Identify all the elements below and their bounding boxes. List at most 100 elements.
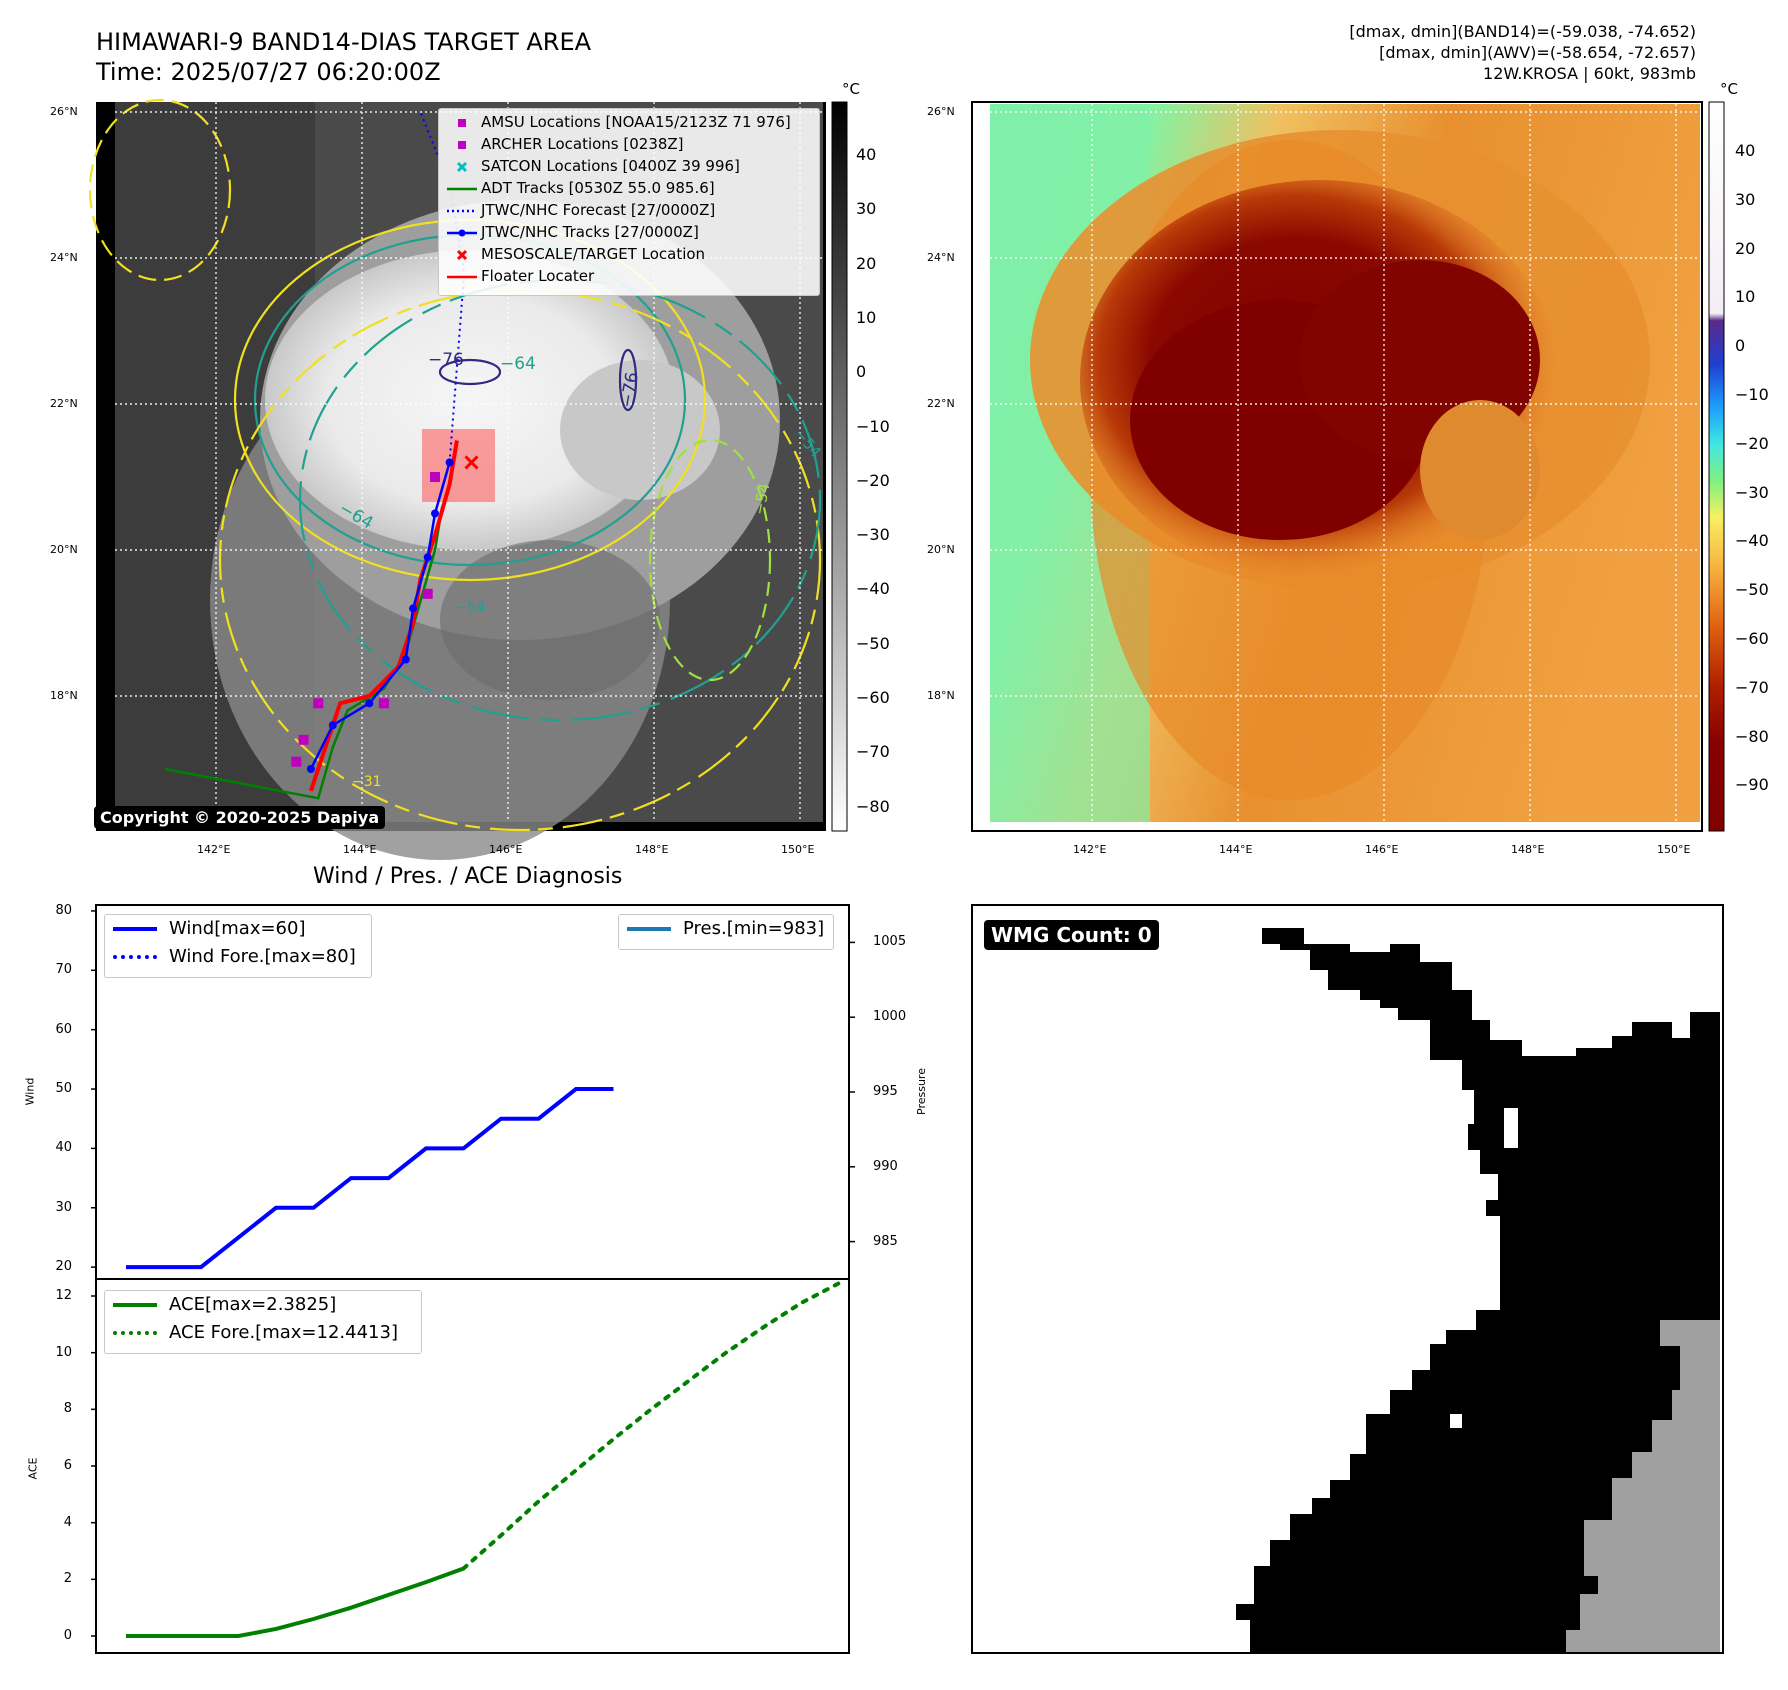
contour-label: −76 [616,370,643,410]
awv-colorbar-tick: −70 [1735,677,1769,697]
ir-colorbar-tick: −70 [856,742,890,762]
legend-item-adt: ADT Tracks [0530Z 55.0 985.6] [447,177,715,199]
legend-item-archer: ARCHER Locations [0238Z] [447,133,684,155]
wmg-count-badge: WMG Count: 0 [984,920,1159,950]
wmg-gray-mask [1566,1320,1720,1652]
wind-ytick: 40 [55,1140,72,1156]
amsu-location-point [313,698,324,709]
ir-map-legend: AMSU Locations [NOAA15/2123Z 71 976] ARC… [438,108,820,296]
ir-colorbar-tick: −80 [856,796,890,816]
awv-colorbar-tick: 10 [1735,287,1756,307]
awv-lat-label-22: 22°N [927,397,955,410]
awv-colorbar-tick: −10 [1735,385,1769,404]
figure-title-line2: Time: 2025/07/27 06:20:00Z [96,58,441,86]
ir-lat-label-24: 24°N [50,251,78,264]
awv-colorbar-unit: °C [1720,80,1738,98]
dmax-awv-text: [dmax, dmin](AWV)=(-58.654, -72.657) [1379,43,1696,62]
diagnosis-title: Wind / Pres. / ACE Diagnosis [313,864,623,889]
awv-lon-label-142: 142°E [1073,843,1107,856]
contour-label: −76 [428,350,464,370]
legend-marker [458,140,466,149]
wind-ytick: 60 [55,1021,72,1037]
series-line [126,1087,614,1270]
legend-item-target: MESOSCALE/TARGET Location [447,243,705,265]
target-box [422,429,495,502]
legend-marker [447,209,477,212]
legend-item-floater: Floater Locater [447,265,594,287]
ir-colorbar-tick: −40 [856,579,890,599]
ace-ytick: 4 [63,1514,72,1530]
dmax-band14-text: [dmax, dmin](BAND14)=(-59.038, -74.652) [1349,22,1696,41]
wind-ytick: 30 [55,1199,72,1215]
awv-colorbar-tick: −80 [1735,726,1769,746]
pressure-ytick: 1000 [873,1009,907,1025]
ir-lat-label-26: 26°N [50,105,78,118]
awv-colorbar-tick: −50 [1735,580,1769,600]
ace-ytick: 8 [63,1401,72,1417]
ir-lat-label-20: 20°N [50,543,78,556]
jtwc-track-line [309,462,451,770]
contour-label: −54 [750,481,774,517]
awv-colorbar-tick: −60 [1735,629,1769,648]
ir-lon-label-144: 144°E [343,843,377,856]
jtwc-track-point [445,458,454,467]
wind-ytick: 20 [55,1259,72,1275]
ir-lat-label-18: 18°N [50,689,78,702]
legend-item-satcon: SATCON Locations [0400Z 39 996] [447,155,740,177]
ir-colorbar-tick: −10 [856,416,890,436]
ir-colorbar-tick: −20 [856,470,890,490]
awv-lat-label-26: 26°N [927,105,955,118]
ir-colorbar-tick: −50 [856,633,890,653]
pressure-ytick: 985 [873,1233,898,1249]
legend-item-pressure: Pres.[min=983] [627,918,824,940]
adt-track-line [164,505,444,800]
awv-lon-label-146: 146°E [1365,843,1399,856]
ir-colorbar-tick: 40 [856,145,877,164]
awv-colorbar-tick: −30 [1735,482,1769,502]
awv-lon-label-144: 144°E [1219,843,1253,856]
awv-lat-label-18: 18°N [927,689,955,702]
pressure-ylabel: Pressure [914,1068,928,1115]
legend-marker [447,187,477,190]
ir-colorbar-tick: 0 [856,362,867,382]
jtwc-track-point [365,699,374,708]
ir-lat-label-22: 22°N [50,397,78,410]
ace-ytick: 2 [63,1571,72,1587]
pressure-ytick: 995 [873,1084,898,1099]
awv-lon-label-148: 148°E [1511,843,1545,856]
jtwc-track-point [423,553,432,562]
amsu-location-point [430,472,440,482]
ace-legend: ACE[max=2.3825] ACE Fore.[max=12.4413] [104,1290,422,1354]
legend-marker [456,249,468,260]
contour-label: −64 [335,498,377,534]
awv-colorbar-tick: −40 [1735,531,1769,551]
target-location-marker [464,455,479,470]
legend-item-jtwc-forecast: JTWC/NHC Forecast [27/0000Z] [447,199,715,221]
awv-lon-label-150: 150°E [1657,843,1691,856]
series-line [461,1281,841,1571]
awv-colorbar-tick: −20 [1735,433,1769,453]
series-line [126,1566,465,1638]
ir-colorbar-tick: 20 [856,253,877,273]
amsu-location-point [291,756,302,767]
amsu-location-point [298,734,309,745]
jtwc-track-point [409,604,418,613]
copyright-badge: Copyright © 2020-2025 Dapiya [94,806,386,829]
wmg-panel-frame [971,904,1724,1654]
ace-ytick: 12 [55,1288,72,1303]
figure-title-line1: HIMAWARI-9 BAND14-DIAS TARGET AREA [96,28,592,56]
awv-map-frame [971,101,1703,832]
floater-track-line [309,440,459,792]
ir-colorbar-tick: −60 [856,688,890,707]
legend-item-wind: Wind[max=60] [113,918,306,940]
awv-lat-label-20: 20°N [927,543,955,556]
legend-marker [456,161,468,172]
legend-item-wind-forecast: Wind Fore.[max=80] [113,946,356,968]
storm-info-text: 12W.KROSA | 60kt, 983mb [1483,64,1696,83]
pressure-ytick: 1005 [873,934,907,950]
awv-lat-label-24: 24°N [927,251,955,264]
contour-label: −64 [500,354,536,374]
legend-item-ace-forecast: ACE Fore.[max=12.4413] [113,1322,398,1344]
jtwc-track-point [328,721,337,730]
awv-colorbar-tick: 40 [1735,141,1756,160]
